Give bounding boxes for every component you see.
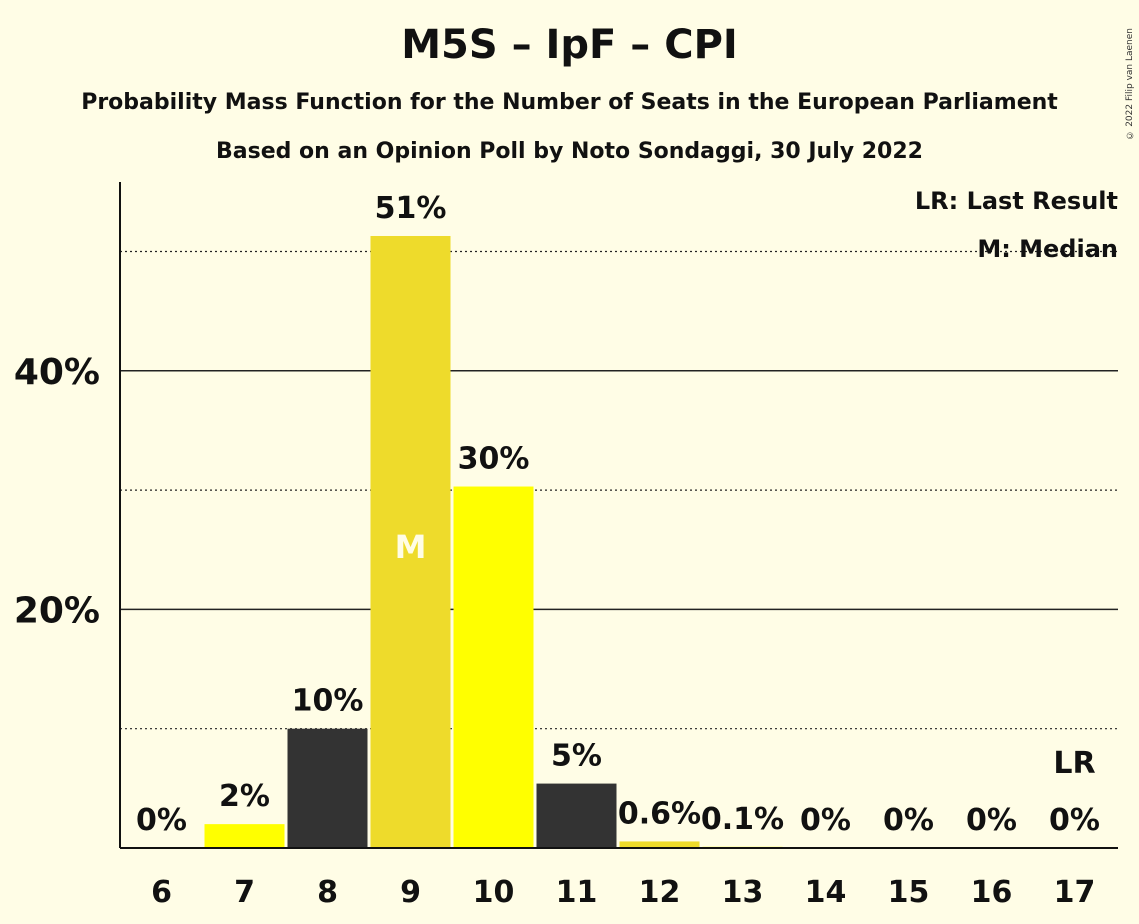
data-label: 5% <box>551 739 602 774</box>
legend-median: M: Median <box>977 235 1118 263</box>
x-tick-label: 7 <box>234 875 255 910</box>
data-label: 0% <box>800 803 851 838</box>
median-marker: M <box>395 528 427 566</box>
x-tick-label: 10 <box>473 875 515 910</box>
data-label: 0.6% <box>618 796 701 831</box>
y-tick-label: 40% <box>14 352 100 393</box>
x-tick-label: 16 <box>971 875 1013 910</box>
bar <box>453 486 534 848</box>
x-tick-label: 8 <box>317 875 338 910</box>
data-label: 0% <box>136 803 187 838</box>
bar <box>619 841 700 848</box>
data-label: 0% <box>883 803 934 838</box>
data-label: 51% <box>375 191 447 226</box>
data-label: 10% <box>292 684 364 719</box>
bar <box>370 235 451 849</box>
legend-last-result: LR: Last Result <box>915 187 1118 215</box>
x-tick-label: 9 <box>400 875 421 910</box>
data-label: 0% <box>966 803 1017 838</box>
chart-source: Based on an Opinion Poll by Noto Sondagg… <box>216 139 923 164</box>
x-tick-label: 14 <box>805 875 847 910</box>
bar <box>204 824 285 848</box>
bar <box>287 728 368 848</box>
x-tick-label: 6 <box>151 875 172 910</box>
chart-title: M5S – IpF – CPI <box>401 22 738 68</box>
data-label: 30% <box>458 442 530 477</box>
x-tick-label: 11 <box>556 875 598 910</box>
x-tick-label: 15 <box>888 875 930 910</box>
data-label: 2% <box>219 779 270 814</box>
x-tick-label: 17 <box>1054 875 1096 910</box>
chart-subtitle: Probability Mass Function for the Number… <box>81 90 1058 115</box>
last-result-marker: LR <box>1053 746 1095 781</box>
x-tick-label: 13 <box>722 875 764 910</box>
x-tick-label: 12 <box>639 875 681 910</box>
y-tick-label: 20% <box>14 590 100 631</box>
data-label: 0.1% <box>701 802 784 837</box>
bar <box>536 783 617 848</box>
data-label: 0% <box>1049 803 1100 838</box>
